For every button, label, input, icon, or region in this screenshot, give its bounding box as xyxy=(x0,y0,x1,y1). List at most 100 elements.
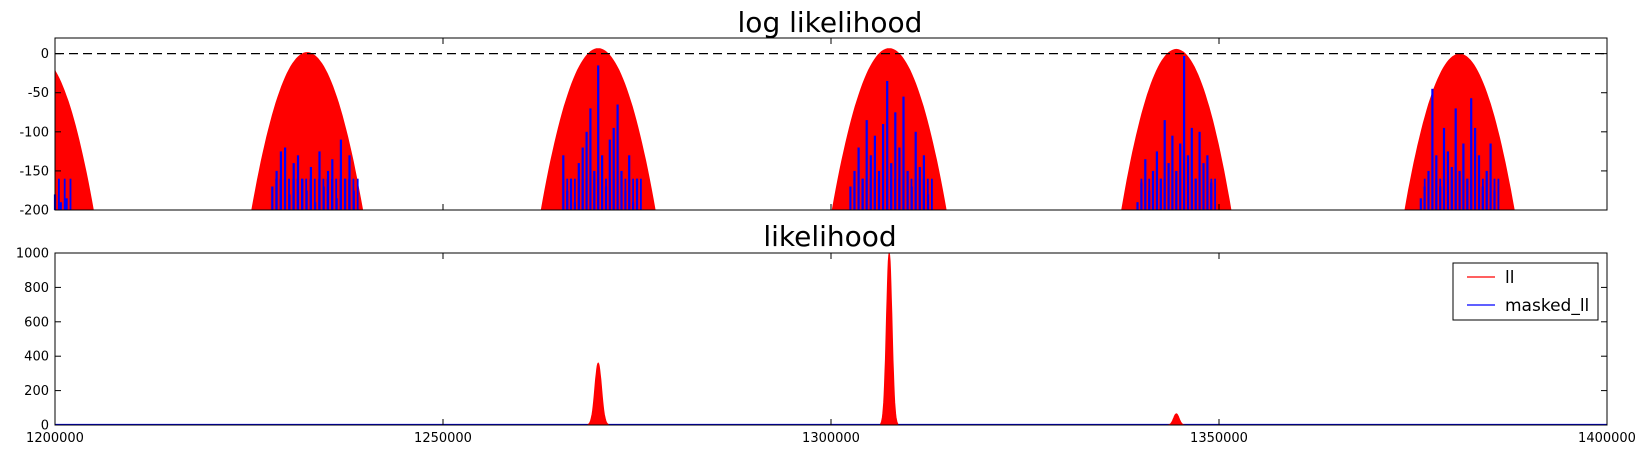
y-tick-label: 0 xyxy=(41,47,49,62)
legend-label-masked-ll: masked_ll xyxy=(1505,296,1589,316)
masked-ll-spike xyxy=(886,81,889,210)
masked-ll-spike xyxy=(292,163,295,210)
masked-ll-spike xyxy=(581,147,584,210)
masked-ll-spike xyxy=(869,155,872,210)
masked-ll-spike xyxy=(1477,155,1481,210)
masked-ll-spike xyxy=(601,155,604,210)
masked-ll-spike xyxy=(877,170,881,210)
masked-ll-spike xyxy=(65,198,68,210)
masked-ll-spike xyxy=(335,178,338,210)
masked-ll-spike xyxy=(597,65,600,211)
masked-ll-spike xyxy=(1458,170,1461,210)
masked-ll-spike xyxy=(279,151,282,210)
masked-ll-spike xyxy=(640,178,642,210)
masked-ll-spike xyxy=(305,190,308,210)
masked-ll-spike xyxy=(58,178,60,210)
masked-ll-spike xyxy=(1446,151,1449,210)
masked-ll-spike xyxy=(566,190,569,210)
masked-ll-spike xyxy=(288,194,291,210)
masked-ll-spike xyxy=(882,124,885,210)
masked-ll-spike xyxy=(301,178,304,210)
masked-ll-spike xyxy=(331,159,334,210)
masked-ll-spike xyxy=(296,155,300,210)
masked-ll-spike xyxy=(275,170,278,210)
masked-ll-spike xyxy=(69,178,72,210)
x-tick-label: 1400000 xyxy=(1578,431,1636,446)
masked-ll-spike xyxy=(1435,155,1438,210)
masked-ll-spike xyxy=(1419,198,1422,210)
masked-ll-spike xyxy=(890,163,893,210)
masked-ll-spike xyxy=(616,104,619,210)
log-likelihood-panel: log likelihood -200 -150 -100 -50 0 xyxy=(19,6,1608,219)
masked-ll-spike xyxy=(1148,190,1151,210)
masked-ll-spike xyxy=(1206,155,1209,210)
masked-ll-spike xyxy=(326,170,330,210)
masked-ll-spike xyxy=(1489,143,1492,210)
masked-ll-spike xyxy=(335,198,338,210)
masked-ll-spike xyxy=(1190,127,1193,210)
masked-ll-spike xyxy=(853,170,856,210)
masked-ll-spike xyxy=(894,112,897,210)
x-tick-label: 1300000 xyxy=(802,431,860,446)
ll-envelope-1 xyxy=(251,52,364,210)
masked-ll-spike xyxy=(1171,135,1174,210)
legend-label-ll: ll xyxy=(1505,268,1514,288)
masked-ll-spike xyxy=(1442,127,1446,210)
masked-ll-spike xyxy=(1198,131,1201,210)
masked-ll-spike xyxy=(861,178,864,210)
likelihood-peak-1 xyxy=(880,252,899,426)
y-tick-label: -50 xyxy=(28,86,49,101)
masked-ll-spike xyxy=(1474,127,1477,210)
masked-ll-spike xyxy=(356,178,359,210)
masked-ll-spike xyxy=(624,190,627,210)
masked-ll-spike xyxy=(314,202,317,210)
y-tick-label: 0 xyxy=(41,419,49,434)
masked-ll-spike xyxy=(612,127,615,210)
masked-ll-spike xyxy=(585,131,588,210)
masked-ll-spike xyxy=(1175,170,1178,210)
masked-ll-spike xyxy=(318,151,321,210)
masked-ll-spike xyxy=(1159,178,1162,210)
masked-ll-spike xyxy=(1493,190,1496,210)
y-tick-label: -150 xyxy=(19,164,49,179)
masked-ll-spike xyxy=(632,178,634,210)
masked-ll-spike xyxy=(865,120,868,210)
masked-ll-spike xyxy=(348,155,351,210)
masked-ll-spike xyxy=(577,163,580,210)
masked-ll-spike xyxy=(1186,155,1190,210)
masked-ll-spike xyxy=(309,167,312,210)
masked-ll-spike xyxy=(857,147,860,210)
masked-ll-spike xyxy=(1427,170,1430,210)
masked-ll-spike xyxy=(906,170,909,210)
masked-ll-spike xyxy=(620,170,623,210)
y-tick-label: -200 xyxy=(19,204,49,219)
masked-ll-spike xyxy=(1155,151,1158,210)
masked-ll-spike xyxy=(926,178,929,210)
masked-ll-spike xyxy=(1210,182,1213,210)
masked-ll-spike xyxy=(352,190,355,210)
masked-ll-spike xyxy=(1163,120,1166,210)
y-tick-label: -100 xyxy=(19,125,49,140)
masked-ll-spike xyxy=(628,155,631,210)
masked-ll-spike xyxy=(1202,163,1205,210)
y-tick-label: 400 xyxy=(24,350,49,365)
likelihood-panel: likelihood 0 200 400 600 800 1000 1200000 12500… xyxy=(16,220,1636,446)
masked-ll-spike xyxy=(1179,143,1182,210)
masked-ll-spike xyxy=(1439,186,1442,210)
masked-ll-spike xyxy=(1194,178,1197,210)
masked-ll-spike xyxy=(1470,98,1473,210)
masked-ll-spike xyxy=(918,167,921,210)
masked-ll-spike xyxy=(1431,88,1434,210)
masked-ll-spike xyxy=(59,202,62,210)
masked-ll-spike xyxy=(1497,178,1500,210)
masked-ll-spike xyxy=(589,108,592,210)
y-tick-label: 600 xyxy=(24,315,49,330)
x-tick-label: 1250000 xyxy=(414,431,472,446)
masked-ll-spike xyxy=(849,186,852,210)
y-tick-label: 800 xyxy=(24,281,49,296)
masked-ll-spike xyxy=(1140,182,1143,210)
masked-ll-spike xyxy=(1481,186,1484,210)
log-likelihood-title: log likelihood xyxy=(738,6,923,39)
